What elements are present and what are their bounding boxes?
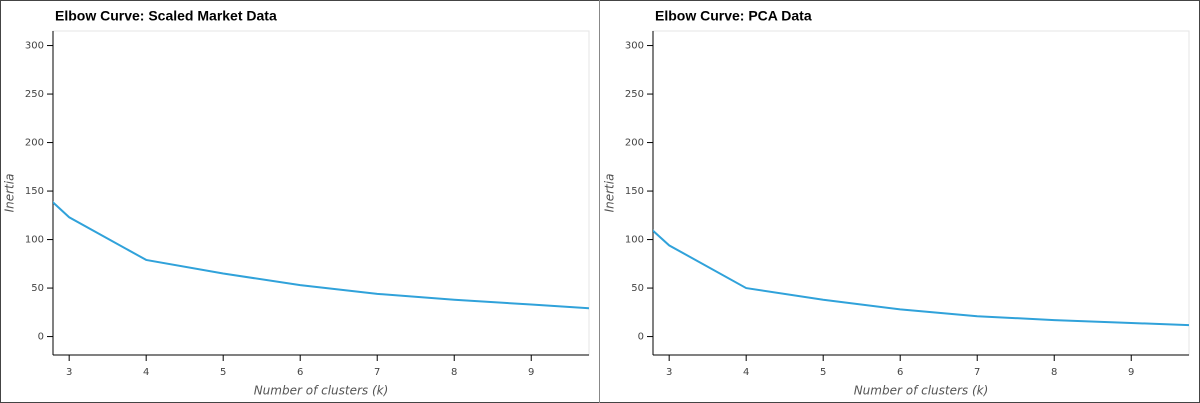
y-tick-label: 250	[25, 89, 44, 100]
x-tick-label: 8	[1051, 367, 1057, 378]
y-tick-label: 50	[631, 283, 644, 294]
y-axis-label: Inertia	[603, 174, 617, 213]
y-tick-label: 100	[25, 235, 44, 246]
y-tick-label: 300	[625, 41, 644, 52]
x-tick-label: 9	[528, 367, 534, 378]
chart-panel: Elbow Curve: PCA Data 0 50 100 150 200 250 300 3…	[603, 8, 1190, 398]
x-tick-label: 6	[897, 367, 903, 378]
chart-title: Elbow Curve: PCA Data	[655, 8, 812, 24]
x-tick-label: 3	[666, 367, 672, 378]
x-tick-label: 8	[451, 367, 457, 378]
y-tick-label: 100	[625, 235, 644, 246]
y-axis-label: Inertia	[3, 174, 17, 213]
x-tick-label: 9	[1128, 367, 1134, 378]
y-tick-label: 300	[25, 41, 44, 52]
y-tick-label: 200	[25, 138, 44, 149]
y-tick-label: 0	[38, 332, 44, 343]
x-tick-label: 5	[820, 367, 826, 378]
x-tick-label: 6	[297, 367, 303, 378]
plot-border	[652, 30, 1190, 356]
plot-border	[52, 30, 590, 356]
y-tick-label: 0	[638, 332, 644, 343]
x-tick-label: 4	[143, 367, 149, 378]
y-tick-label: 250	[625, 89, 644, 100]
x-tick-label: 7	[374, 367, 380, 378]
y-tick-label: 200	[625, 138, 644, 149]
x-tick-label: 5	[220, 367, 226, 378]
y-tick-label: 150	[25, 186, 44, 197]
chart-panel: Elbow Curve: Scaled Market Data 0 50 100 150…	[3, 8, 590, 398]
x-axis-label: Number of clusters (k)	[854, 384, 989, 398]
x-axis-label: Number of clusters (k)	[254, 384, 389, 398]
x-tick-label: 7	[974, 367, 980, 378]
x-tick-label: 3	[66, 367, 72, 378]
y-tick-label: 50	[31, 283, 44, 294]
line-series	[653, 229, 1189, 327]
x-tick-label: 4	[743, 367, 749, 378]
y-tick-label: 150	[625, 186, 644, 197]
chart-title: Elbow Curve: Scaled Market Data	[55, 8, 277, 24]
line-series	[53, 201, 589, 310]
